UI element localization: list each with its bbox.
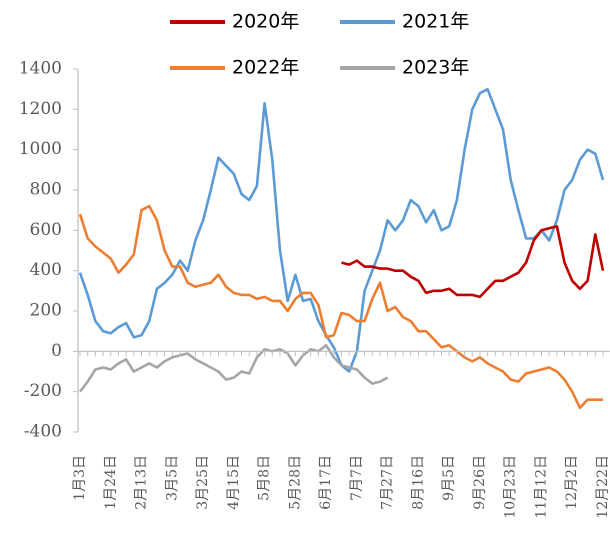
x-tick-label: 1月24日 bbox=[103, 455, 119, 510]
y-tick-label: -400 bbox=[24, 422, 62, 442]
legend-label: 2022年 bbox=[232, 57, 299, 79]
x-tick-label: 2月13日 bbox=[134, 455, 150, 510]
x-tick-label: 10月23日 bbox=[503, 455, 519, 519]
legend-label: 2023年 bbox=[402, 57, 469, 79]
x-tick-label: 9月26日 bbox=[472, 455, 488, 510]
legend-label: 2021年 bbox=[402, 11, 469, 33]
y-tick-label: 1200 bbox=[19, 99, 62, 119]
x-tick-label: 3月25日 bbox=[195, 455, 211, 510]
x-tick-label: 8月16日 bbox=[410, 455, 426, 510]
x-tick-label: 7月7日 bbox=[349, 455, 365, 501]
x-tick-label: 5月28日 bbox=[287, 455, 303, 510]
legend-label: 2020年 bbox=[232, 11, 299, 33]
x-tick-label: 7月27日 bbox=[380, 455, 396, 510]
x-tick-label: 12月22日 bbox=[595, 455, 610, 519]
x-tick-label: 11月12日 bbox=[533, 455, 549, 519]
x-tick-label: 5月8日 bbox=[257, 455, 273, 501]
plot bbox=[78, 87, 605, 410]
y-tick-label: 0 bbox=[51, 341, 62, 361]
y-tick-label: 200 bbox=[30, 301, 62, 321]
x-tick-label: 1月3日 bbox=[72, 455, 88, 501]
series-line bbox=[78, 204, 603, 410]
x-tick-label: 12月2日 bbox=[564, 455, 580, 510]
series-line bbox=[341, 225, 605, 299]
x-tick-label: 9月5日 bbox=[441, 455, 457, 501]
x-tick-label: 3月5日 bbox=[164, 455, 180, 501]
y-tick-label: -200 bbox=[24, 381, 62, 401]
series-line bbox=[78, 344, 389, 393]
y-tick-label: 1400 bbox=[19, 59, 62, 79]
x-tick-label: 6月17日 bbox=[318, 455, 334, 510]
y-tick-label: 1000 bbox=[19, 139, 62, 159]
y-tick-label: 600 bbox=[30, 220, 62, 240]
y-tick-label: 400 bbox=[30, 260, 62, 280]
x-tick-label: 4月15日 bbox=[226, 455, 242, 510]
y-tick-label: 800 bbox=[30, 180, 62, 200]
